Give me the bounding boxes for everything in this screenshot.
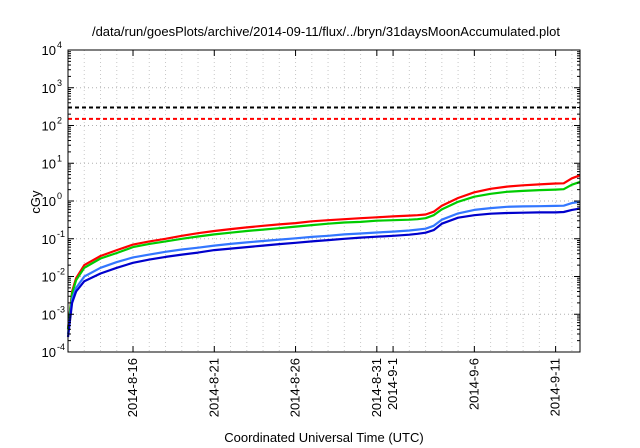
series-lines [66, 174, 581, 338]
y-tick-exponent: -2 [57, 267, 65, 277]
chart-title: /data/run/goesPlots/archive/2014-09-11/f… [92, 24, 560, 39]
y-tick-label: 10 [42, 232, 56, 247]
y-tick-exponent: -4 [57, 342, 65, 352]
x-axis-label: Coordinated Universal Time (UTC) [224, 430, 423, 445]
x-tick-label: 2014-9-11 [548, 358, 563, 416]
x-tick-label: 2014-9-6 [466, 358, 481, 410]
series-line-4 [66, 207, 581, 338]
series-line-3 [66, 200, 581, 335]
y-tick-exponent: -3 [57, 304, 65, 314]
y-tick-label: 10 [42, 81, 56, 96]
grid [68, 50, 580, 352]
y-tick-exponent: 2 [57, 116, 62, 126]
y-tick-exponent: -1 [57, 229, 65, 239]
x-tick-label: 2014-9-1 [385, 358, 400, 410]
y-tick-label: 10 [42, 194, 56, 209]
y-tick-exponent: 4 [57, 40, 62, 50]
y-tick-label: 10 [42, 270, 56, 285]
y-tick-label: 10 [42, 156, 56, 171]
y-tick-label: 10 [42, 345, 56, 360]
y-tick-label: 10 [42, 43, 56, 58]
y-tick-label: 10 [42, 307, 56, 322]
y-tick-label: 10 [42, 119, 56, 134]
series-line-2 [66, 180, 581, 330]
x-tick-label: 2014-8-26 [288, 358, 303, 417]
y-axis-label: cGy [28, 190, 43, 214]
x-tick-label: 2014-8-21 [206, 358, 221, 417]
reference-lines [68, 106, 580, 120]
x-tick-label: 2014-8-16 [125, 358, 140, 417]
y-tick-exponent: 0 [57, 191, 62, 201]
y-tick-exponent: 1 [57, 153, 62, 163]
x-axis-ticks: 2014-8-16 2014-8-21 2014-8-26 2014-8-31 2014… [125, 50, 563, 417]
y-tick-exponent: 3 [57, 78, 62, 88]
x-tick-label: 2014-8-31 [369, 358, 384, 417]
series-line-1 [66, 174, 581, 330]
